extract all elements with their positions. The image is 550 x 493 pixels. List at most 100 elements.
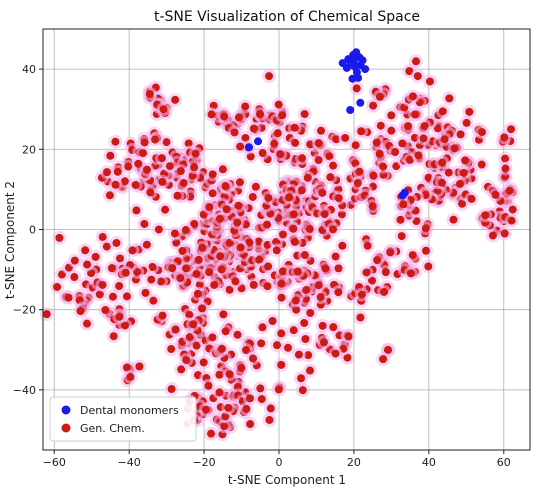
gen-chem-point (278, 267, 287, 276)
gen-chem-point (215, 388, 224, 397)
gen-chem-point (246, 420, 255, 429)
gen-chem-point (111, 137, 120, 146)
gen-chem-point (128, 246, 137, 255)
gen-chem-point (258, 149, 267, 158)
gen-chem-point (467, 194, 476, 203)
gen-chem-point (289, 210, 298, 219)
gen-chem-point (344, 332, 353, 341)
gen-chem-point (372, 138, 381, 147)
gen-chem-point (440, 135, 449, 144)
gen-chem-point (171, 95, 180, 104)
gen-chem-point (220, 422, 229, 431)
gen-chem-point (276, 150, 285, 159)
gen-chem-point (181, 226, 190, 235)
gen-chem-point (95, 290, 104, 299)
gen-chem-point (162, 138, 171, 147)
gen-chem-point (242, 404, 251, 413)
gen-chem-point (477, 160, 486, 169)
gen-chem-point (102, 242, 111, 251)
gen-chem-point (419, 134, 428, 143)
gen-chem-point (179, 179, 188, 188)
gen-chem-point (268, 316, 277, 325)
gen-chem-point (357, 127, 366, 136)
gen-chem-point (404, 122, 413, 131)
gen-chem-point (277, 360, 286, 369)
gen-chem-point (204, 381, 213, 390)
gen-chem-point (379, 355, 388, 364)
gen-chem-point (321, 264, 330, 273)
gen-chem-point (424, 262, 433, 271)
legend-label-gen-chem: Gen. Chem. (80, 422, 145, 435)
gen-chem-point (381, 268, 390, 277)
gen-chem-point (405, 67, 414, 76)
x-tick-label: −60 (43, 456, 66, 469)
gen-chem-point (420, 122, 429, 131)
gen-chem-point (270, 139, 279, 148)
gen-chem-point (491, 190, 500, 199)
gen-chem-point (107, 264, 116, 273)
gen-chem-point (297, 374, 306, 383)
chart-title: t-SNE Visualization of Chemical Space (154, 9, 420, 25)
gen-chem-point (248, 354, 257, 363)
gen-chem-point (450, 144, 459, 153)
gen-chem-point (205, 203, 214, 212)
gen-chem-point (375, 92, 384, 101)
gen-chem-point (173, 191, 182, 200)
gen-chem-point (369, 171, 378, 180)
gen-chem-points (39, 54, 520, 442)
gen-chem-point (139, 149, 148, 158)
gen-chem-point (190, 163, 199, 172)
gen-chem-point (376, 121, 385, 130)
gen-chem-point (249, 124, 258, 133)
gen-chem-point (300, 318, 309, 327)
gen-chem-point (234, 113, 243, 122)
gen-chem-point (122, 292, 131, 301)
gen-chem-point (171, 325, 180, 334)
gen-chem-point (149, 296, 158, 305)
gen-chem-point (148, 262, 157, 271)
gen-chem-point (199, 358, 208, 367)
gen-chem-point (337, 210, 346, 219)
gen-chem-point (147, 275, 156, 284)
gen-chem-point (242, 346, 251, 355)
gen-chem-point (241, 102, 250, 111)
gen-chem-point (133, 268, 142, 277)
gen-chem-point (477, 128, 486, 137)
dental-monomer-point (358, 56, 367, 65)
dental-monomer-points (245, 48, 409, 200)
gen-chem-point (501, 164, 510, 173)
gen-chem-point (167, 385, 176, 394)
gen-chem-point (255, 110, 264, 119)
gen-chem-point (205, 268, 214, 277)
gen-chem-point (221, 327, 230, 336)
gen-chem-point (156, 277, 165, 286)
gen-chem-point (298, 154, 307, 163)
gen-chem-point (83, 260, 92, 269)
gen-chem-point (221, 182, 230, 191)
gen-chem-point (258, 323, 267, 332)
gen-chem-point (177, 365, 186, 374)
gen-chem-point (317, 126, 326, 135)
x-tick-label: 0 (276, 456, 283, 469)
gen-chem-point (108, 292, 117, 301)
x-tick-label: −20 (192, 456, 215, 469)
gen-chem-point (120, 177, 129, 186)
y-tick-label: −20 (13, 304, 36, 317)
gen-chem-point (411, 110, 420, 119)
gen-chem-point (396, 215, 405, 224)
legend-marker-dental-monomers (61, 405, 71, 415)
gen-chem-point (383, 346, 392, 355)
gen-chem-point (192, 269, 201, 278)
gen-chem-point (115, 312, 124, 321)
x-axis-label: t-SNE Component 1 (228, 473, 346, 487)
gen-chem-point (76, 306, 85, 315)
gen-chem-point (105, 191, 114, 200)
gen-chem-point (245, 238, 254, 247)
gen-chem-point (425, 77, 434, 86)
gen-chem-point (222, 205, 231, 214)
gen-chem-point (207, 429, 216, 438)
gen-chem-point (172, 238, 181, 247)
gen-chem-point (368, 202, 377, 211)
gen-chem-point (334, 194, 343, 203)
